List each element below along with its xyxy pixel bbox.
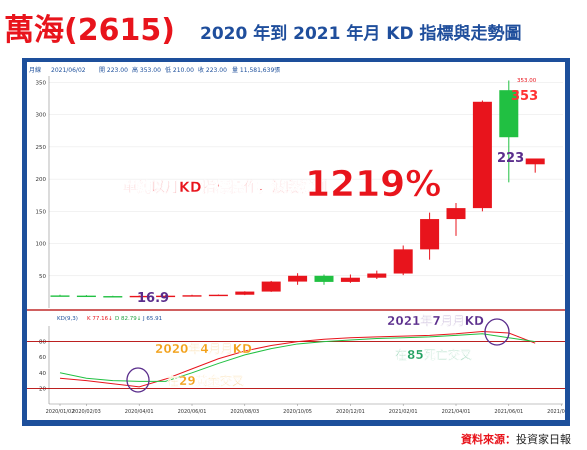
x-tick-label: 2021/06/01: [494, 409, 523, 415]
price-tick-label: 150: [36, 209, 47, 215]
candle-body: [156, 295, 176, 298]
kd-tick-label: 20: [39, 386, 46, 392]
candle-body: [420, 219, 440, 250]
kd-tick-label: 40: [39, 371, 46, 377]
golden-cross-line1: 2020年4月月KD: [155, 341, 252, 356]
x-tick-label: 2020/10/05: [283, 409, 312, 415]
candle-body: [76, 295, 96, 298]
price-tick-label: 350: [36, 80, 47, 86]
kd-lines: [59, 330, 536, 388]
kd-series-k: [59, 330, 536, 388]
info-low: 低 210.00: [165, 66, 194, 74]
x-tick-label: 2020/01/02: [46, 409, 75, 415]
headline-text: 單純以月KD指標操作，波段獲利: [123, 179, 327, 196]
info-volume: 量 11,581,639張: [232, 67, 280, 74]
stock-title: 萬海(2615): [4, 13, 175, 48]
death-cross-circle: [484, 318, 510, 346]
candle-body: [103, 296, 123, 298]
kd-series-d: [59, 333, 536, 382]
candle-body: [50, 295, 70, 297]
kd-info-d: D 82.79↓: [115, 315, 141, 322]
candle-body: [288, 275, 308, 282]
golden-cross-line2: 在29黃金交叉: [167, 373, 245, 388]
price-info-bar: 月線 2021/06/02 開 223.00 高 353.00 低 210.00…: [29, 66, 280, 74]
death-cross-line1: 2021年7月月KD: [387, 313, 484, 328]
candle-body: [499, 90, 519, 138]
chart: 50 100 150 200 250 300 350 20 40 60 80 2020/01/02…: [27, 62, 565, 420]
candle-body: [367, 273, 387, 278]
x-tick-label: 2020/02/03: [72, 409, 101, 415]
x-tick-label: 2020/04/01: [125, 409, 154, 415]
x-tick-label: 2021/02/01: [389, 409, 418, 415]
x-tick-label: 2020/12/01: [336, 409, 365, 415]
death-cross-line2: 在85死亡交叉: [395, 347, 473, 362]
candle-body: [208, 294, 228, 297]
candle-body: [235, 291, 255, 295]
source-value: 投資家日報: [516, 433, 571, 446]
candle-body: [393, 249, 413, 274]
info-date: 2021/06/02: [51, 67, 86, 74]
high-marker: 353.00: [517, 78, 537, 84]
golden-cross-circle: [126, 367, 150, 393]
price-axis: 50 100 150 200 250 300 350: [36, 76, 50, 308]
candle-body: [340, 277, 360, 282]
candlestick-series: [50, 80, 545, 298]
price-tick-label: 200: [36, 177, 47, 183]
candle-body: [525, 158, 545, 165]
info-period: 月線: [29, 66, 41, 74]
info-high: 高 353.00: [132, 66, 161, 74]
kd-info-title: KD(9,3): [57, 316, 78, 322]
price-tick-label: 100: [36, 242, 47, 248]
kd-info-bar: KD(9,3) K 77.16↓ D 82.79↓ J 65.91: [57, 315, 162, 322]
price-tick-label: 250: [36, 145, 47, 151]
candle-body: [446, 208, 466, 220]
source-label: 資料來源：: [461, 433, 516, 446]
kd-tick-label: 60: [39, 355, 46, 361]
x-tick-label: 2020/08/03: [230, 409, 259, 415]
last-price-label: 223: [497, 151, 524, 166]
kd-info-j: J 65.91: [142, 316, 162, 322]
high-price-label: 353: [511, 89, 538, 104]
headline-percent: 1219%: [305, 164, 441, 205]
title-banner: 萬海(2615) 2020 年到 2021 年月 KD 指標與走勢圖: [4, 13, 522, 48]
candle-body: [261, 281, 281, 292]
candle-body: [472, 101, 492, 209]
x-tick-label: 2020/06/01: [178, 409, 207, 415]
candle-body: [314, 275, 334, 282]
chart-subtitle: 2020 年到 2021 年月 KD 指標與走勢圖: [200, 23, 522, 44]
source-note: 資料來源：投資家日報: [461, 431, 571, 447]
kd-tick-label: 80: [39, 340, 46, 346]
info-open: 開 223.00: [99, 67, 128, 74]
x-tick-label: 2021/04/01: [442, 409, 471, 415]
candle-body: [182, 295, 202, 297]
kd-info-k: K 77.16↓: [87, 315, 113, 322]
candle-body: [129, 295, 149, 298]
low-price-label: 16.9: [137, 291, 169, 306]
x-tick-label: 2021/08/02: [547, 409, 565, 415]
info-close: 收 223.00: [198, 66, 227, 74]
price-tick-label: 300: [36, 113, 47, 119]
price-tick-label: 50: [39, 274, 46, 280]
